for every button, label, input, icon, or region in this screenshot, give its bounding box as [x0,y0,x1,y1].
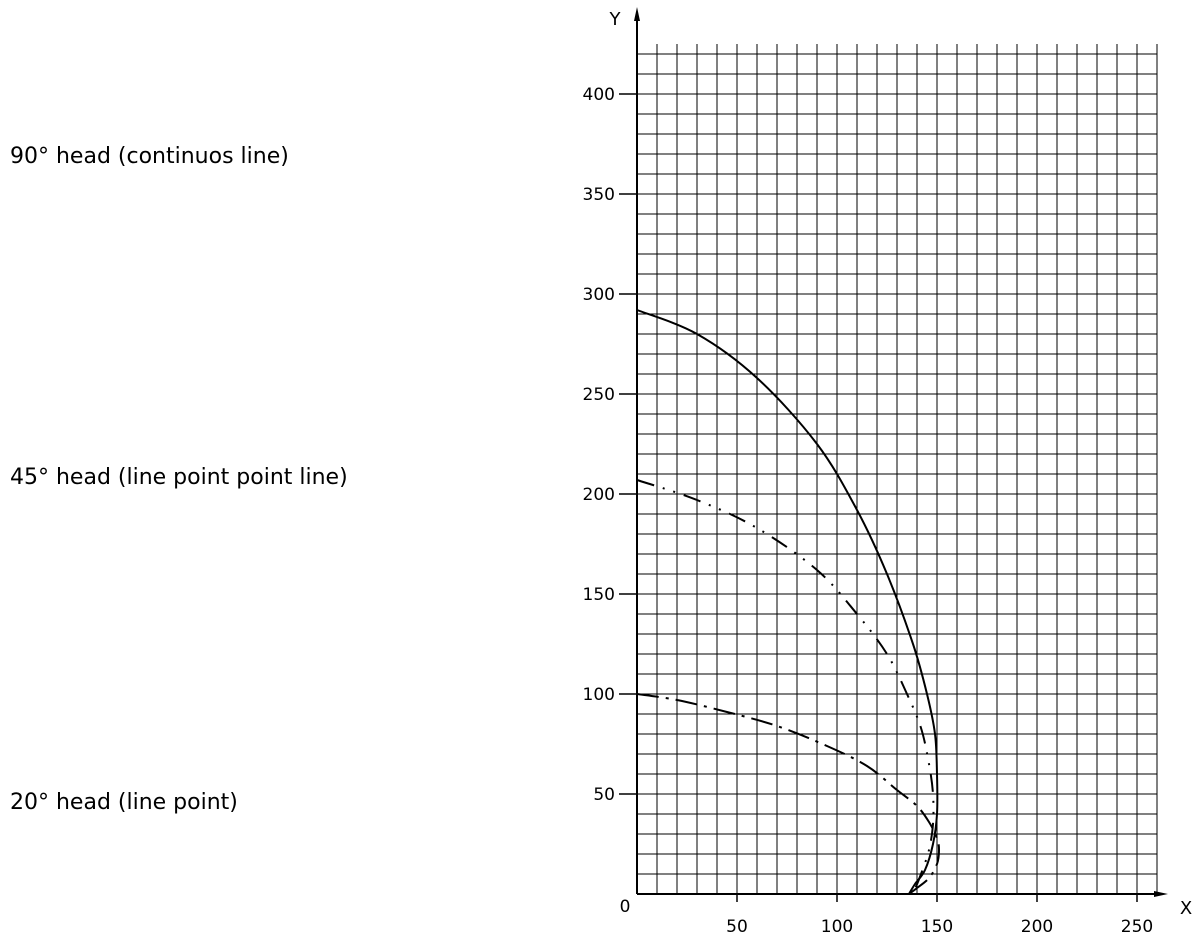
origin-label: 0 [620,897,631,917]
axes [619,7,1168,902]
y-axis-arrow [634,7,640,21]
x-axis-arrow [1154,891,1168,897]
y-tick-label: 350 [583,185,615,205]
legend-45-head: 45° head (line point point line) [10,465,348,490]
y-tick-label: 50 [593,785,615,805]
y-axis-label: Y [609,9,622,30]
series-line-dash-dot-dot [636,479,935,895]
x-tick-label: 250 [1121,917,1153,937]
y-tick-label: 300 [583,285,615,305]
tick-labels: 50 100 150 200 250 300 350 400 50 100 150 200 250 0 X Y [583,9,1193,937]
y-tick-label: 200 [583,485,615,505]
y-tick-label: 400 [583,85,615,105]
legend-20-head: 20° head (line point) [10,790,238,815]
x-tick-label: 150 [921,917,953,937]
series-group [636,309,941,895]
y-tick-label: 250 [583,385,615,405]
x-axis-label: X [1180,898,1192,919]
x-tick-label: 200 [1021,917,1053,937]
grid [637,44,1158,894]
x-tick-label: 50 [726,917,748,937]
y-tick-label: 100 [583,685,615,705]
x-tick-label: 100 [821,917,853,937]
series-line-solid [636,309,939,895]
legend-90-head: 90° head (continuos line) [10,144,289,169]
series-line-dash-dot [636,693,941,895]
y-tick-label: 150 [583,585,615,605]
